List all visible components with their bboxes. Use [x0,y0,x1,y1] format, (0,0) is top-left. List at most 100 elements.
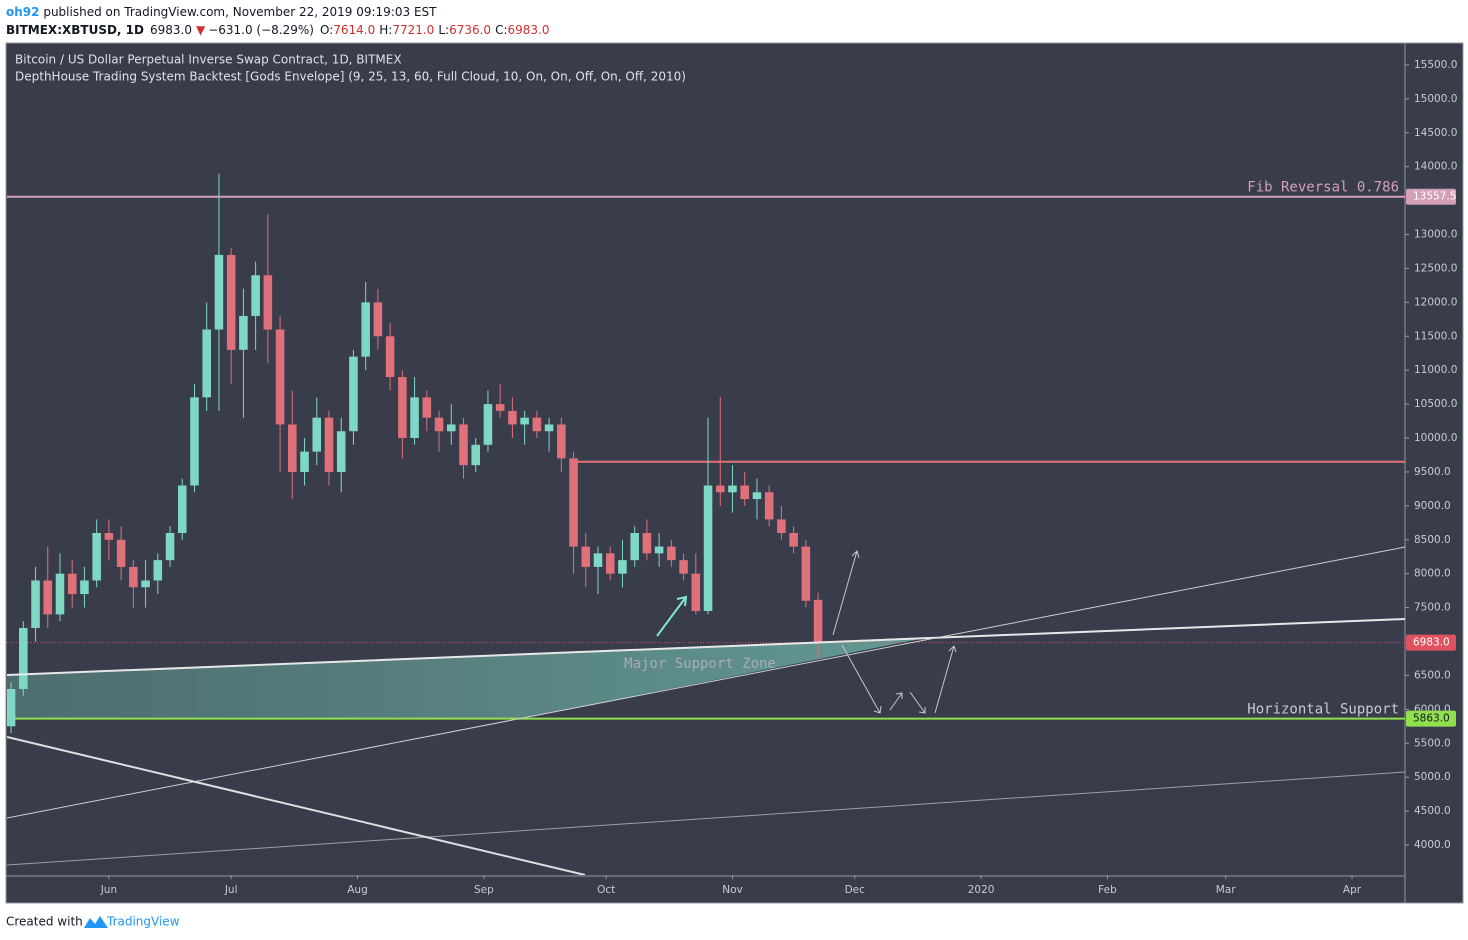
footer-brand: TradingView [106,915,180,929]
candle-body [740,485,749,500]
support-zone [7,637,930,718]
y-tick-label: 8000.0 [1414,568,1451,580]
legend-text: Bitcoin / US Dollar Perpetual Inverse Sw… [15,53,402,67]
candle-body [422,397,432,418]
candle-body [177,485,187,533]
y-tick-label: 5500.0 [1414,737,1451,749]
x-tick-label: Dec [845,884,866,896]
price-tag [1406,634,1456,651]
candle-body [483,404,493,445]
candle-body [777,519,786,533]
candle-body [434,417,444,432]
symbol-line: BITMEX:XBTUSD, 1D 6983.0 ▼ −631.0 (−8.29%) O… [6,23,549,37]
y-tick-label: 15000.0 [1414,93,1457,105]
candle-body [312,417,322,452]
x-tick-label: Mar [1216,884,1236,896]
y-tick-label: 7500.0 [1414,602,1451,614]
tv-logo [84,916,108,928]
candle-body [508,410,517,425]
candle-body [789,532,798,547]
y-tick-label: 8500.0 [1414,534,1451,546]
y-tick-label: 13000.0 [1414,229,1457,241]
candle-body [703,485,713,612]
candle-body [214,254,224,330]
candle-body [471,444,480,466]
y-tick-label: 10500.0 [1414,398,1457,410]
candle-body [801,546,811,601]
marks [7,173,1405,734]
candle-body [630,532,639,561]
x-tick-label: Jun [100,884,117,896]
candle-body [226,254,236,350]
arrow [934,645,957,714]
price-tag [1406,710,1456,727]
ohlc-value: 7614.0 [333,23,375,37]
candle-body [618,560,627,574]
down-arrow: ▼ [196,23,206,37]
candle-body [7,689,16,727]
candle-body [667,546,676,561]
y-tick-label: 14000.0 [1414,161,1457,173]
price-tag-label: 5863.0 [1413,713,1450,725]
y-tick-label: 5000.0 [1414,771,1451,783]
candle-body [336,431,346,472]
candle-body [92,532,101,581]
candle-body [251,275,260,316]
x-tick-label: 2020 [968,884,995,896]
candle-body [165,532,175,561]
teal-arrow [656,595,688,637]
trendline [7,618,1405,676]
y-tick-label: 11000.0 [1414,364,1457,376]
candle-body [349,356,358,432]
y-tick-label: 6500.0 [1414,669,1451,681]
ohlc-key: H: [379,23,392,37]
level-name: Fib Reversal 0.786 [1247,180,1399,196]
candle-body [581,546,591,567]
symbol: BITMEX:XBTUSD, 1D [6,23,144,37]
arrow [889,692,903,711]
candle-body [642,532,652,554]
ohlc: O:7614.0 H:7721.0 L:6736.0 C:6983.0 [320,23,550,37]
candle-body [532,417,542,432]
candle-body [679,560,688,574]
candle-body [520,417,529,425]
header-line: oh92 published on TradingView.com, Novem… [6,5,437,19]
ohlc-key: L: [438,23,449,37]
footer-created: Created with [6,915,83,929]
y-tick-label: 11500.0 [1414,330,1457,342]
candle-body [300,451,309,472]
ohlc-key: O: [320,23,333,37]
candle-body [153,560,163,581]
candle-body [544,424,554,432]
published: published on TradingView.com, November 2… [43,5,437,19]
candle-body [764,492,774,520]
change: −631.0 (−8.29%) [208,23,314,37]
y-tick-label: 9500.0 [1414,466,1451,478]
legend-text: DepthHouse Trading System Backtest [Gods… [15,70,686,84]
candle-body [19,627,28,690]
trendline [7,546,1405,819]
last: 6983.0 [150,23,192,37]
candle-body [67,573,77,595]
candle-body [239,315,248,350]
ohlc-value: 6736.0 [449,23,491,37]
y-tick-label: 14500.0 [1414,127,1457,139]
candle-body [410,397,419,439]
candle-body [190,397,199,486]
candle-body [605,553,615,574]
candle-body [715,485,725,493]
x-tick-label: Feb [1098,884,1117,896]
candle-body [55,573,65,615]
price-tag-label: 6983.0 [1413,637,1450,649]
candle-body [557,424,566,459]
price-tag-label: 13557.5 [1413,191,1456,203]
y-tick-label: 12000.0 [1414,296,1457,308]
candle-body [361,302,370,357]
trendline [7,736,586,875]
y-tick-label: 4000.0 [1414,839,1451,851]
y-tick-label: 12500.0 [1414,262,1457,274]
candle-body [202,329,211,398]
candle-body [104,532,114,540]
x-tick-label: Apr [1343,884,1362,896]
candle-body [385,336,395,377]
